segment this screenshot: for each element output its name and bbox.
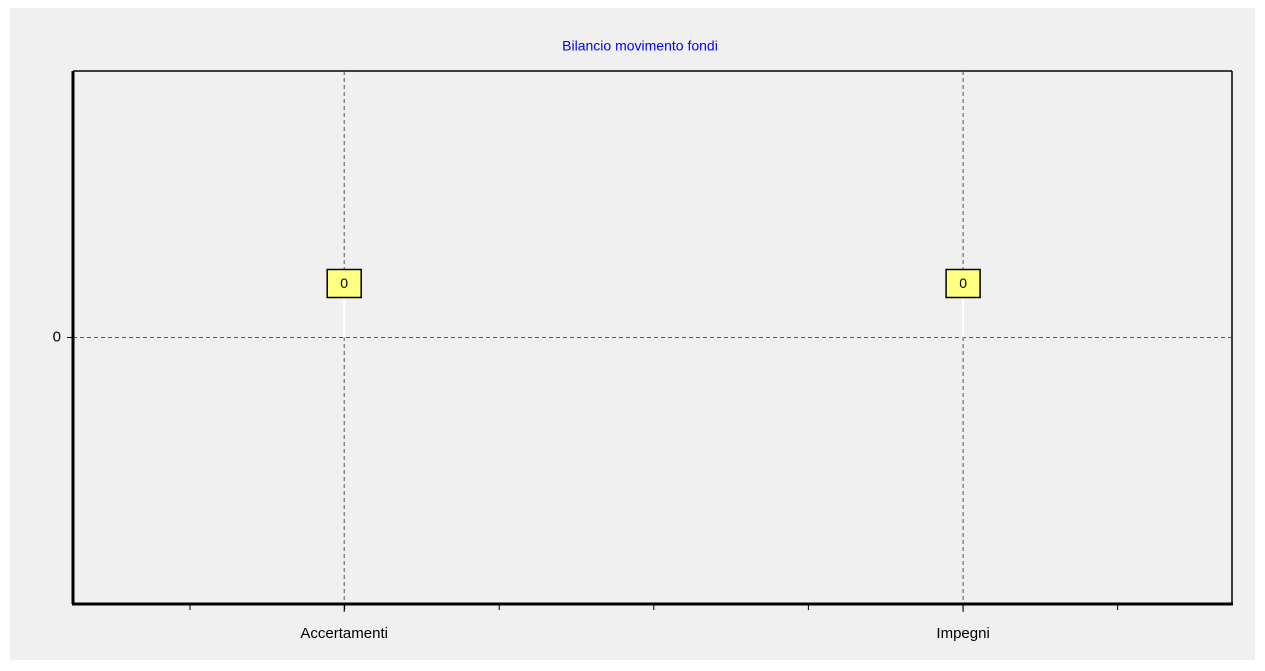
- y-tick-label: 0: [53, 328, 61, 345]
- x-tick-label: Accertamenti: [300, 625, 388, 642]
- x-tick-label: Impegni: [936, 625, 989, 642]
- data-label: 0: [959, 275, 967, 291]
- data-label-box: [945, 268, 981, 299]
- data-label: 0: [340, 275, 348, 291]
- data-label-box: [326, 268, 362, 299]
- chart-title: Bilancio movimento fondi: [562, 38, 718, 54]
- chart-background: [10, 8, 1255, 660]
